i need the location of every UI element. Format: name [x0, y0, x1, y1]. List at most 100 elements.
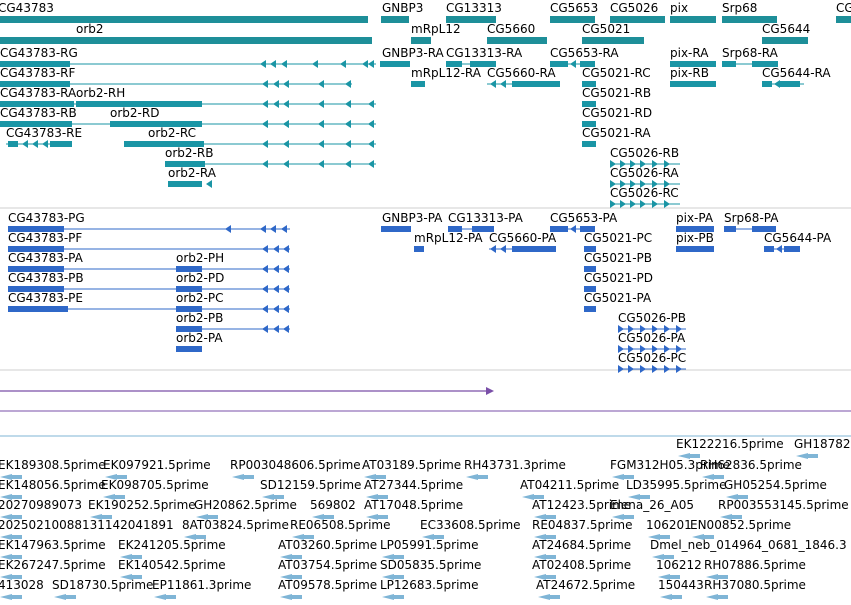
est-dmel-neb-014964-0681-1846-3-arrow[interactable]	[652, 554, 664, 560]
transcript-pix-rb-exon[interactable]	[670, 81, 716, 87]
est-rh43731-3prime-arrow[interactable]	[466, 474, 478, 480]
protein-cg43783-pf-exon[interactable]	[8, 246, 64, 252]
gene-cg5653-exon[interactable]	[550, 16, 595, 23]
est-413028-arrow[interactable]	[0, 594, 12, 600]
est-re04837-5prime-block[interactable]	[546, 535, 556, 539]
est-at09578-5prime-arrow[interactable]	[280, 594, 292, 600]
transcript-cg13313-ra-exon[interactable]	[446, 61, 462, 67]
est-sd12159-5prime-arrow[interactable]	[262, 494, 274, 500]
est-20250210088131142041891-block[interactable]	[12, 535, 22, 539]
protein-cg5021-pc-exon[interactable]	[584, 246, 596, 252]
protein-cg5644-pa-exon[interactable]	[784, 246, 800, 252]
est-at12423-5prime-arrow[interactable]	[534, 514, 546, 520]
est-gh18782-arrow[interactable]	[796, 453, 808, 459]
est-ek098705-5prime-arrow[interactable]	[103, 494, 115, 500]
est-at24672-5prime-block[interactable]	[550, 595, 560, 599]
gene-cg-exon[interactable]	[836, 16, 851, 23]
protein-cg5653-pa-exon[interactable]	[550, 226, 568, 232]
gene-orb2-exon[interactable]	[0, 37, 372, 44]
protein-cg43783-pb-exon[interactable]	[8, 286, 64, 292]
protein-mrpl12-pa-exon[interactable]	[414, 246, 424, 252]
est-ek122216-5prime-arrow[interactable]	[678, 453, 690, 459]
est-ec33608-5prime-block[interactable]	[434, 535, 444, 539]
est-ek098705-5prime-block[interactable]	[115, 495, 125, 499]
est-150443-block[interactable]	[672, 595, 682, 599]
protein-cg5021-pb-exon[interactable]	[584, 266, 596, 272]
est-rp003553145-5prime-arrow[interactable]	[720, 514, 732, 520]
est-at02408-5prime-arrow[interactable]	[534, 574, 546, 580]
est-106212-block[interactable]	[670, 575, 680, 579]
est-20270989073-block[interactable]	[12, 515, 22, 519]
est-ek097921-5prime-block[interactable]	[117, 475, 127, 479]
gene-cg5644-exon[interactable]	[762, 37, 808, 44]
est-rh43731-3prime-block[interactable]	[478, 475, 488, 479]
est-rh07886-5prime-arrow[interactable]	[706, 574, 718, 580]
est-fgm312h05-3prime-arrow[interactable]	[612, 474, 624, 480]
est-at09578-5prime-block[interactable]	[292, 595, 302, 599]
gene-cg5660-exon[interactable]	[487, 37, 547, 44]
transcript-cg43783-rb-exon[interactable]	[0, 121, 72, 127]
transcript-gnbp3-ra-exon[interactable]	[380, 61, 410, 67]
est-ep11861-3prime-arrow[interactable]	[154, 594, 166, 600]
transcript-orb2-ra-exon[interactable]	[168, 181, 202, 187]
est-rh62836-5prime-block[interactable]	[714, 475, 724, 479]
est-ek147963-5prime-block[interactable]	[12, 555, 22, 559]
transcript-mrpl12-ra-exon[interactable]	[411, 81, 425, 87]
protein-cg5644-pa-exon[interactable]	[764, 246, 774, 252]
est-sd18730-5prime-block[interactable]	[66, 595, 76, 599]
est-elena-26-a05-block[interactable]	[624, 515, 634, 519]
est-at27344-5prime-arrow[interactable]	[366, 494, 378, 500]
est-at03189-5prime-block[interactable]	[376, 475, 386, 479]
protein-cg13313-pa-exon[interactable]	[448, 226, 462, 232]
transcript-cg5660-ra-exon[interactable]	[512, 81, 560, 87]
est-fgm312h05-3prime-block[interactable]	[624, 475, 634, 479]
est-elena-26-a05-arrow[interactable]	[612, 514, 624, 520]
est-en00852-5prime-block[interactable]	[704, 535, 714, 539]
gene-cg43783-exon[interactable]	[0, 16, 368, 23]
transcript-orb2-rb-exon[interactable]	[165, 161, 205, 167]
est-gh05254-5prime-block[interactable]	[738, 495, 748, 499]
protein-orb2-pc-exon[interactable]	[176, 306, 202, 312]
est-gh20862-5prime-block[interactable]	[208, 515, 218, 519]
est-re04837-5prime-arrow[interactable]	[534, 534, 546, 540]
gene-cg5021-exon[interactable]	[582, 37, 644, 44]
transcript-cg43783-re-exon[interactable]	[50, 141, 72, 147]
est-106201-arrow[interactable]	[648, 534, 660, 540]
est-150443-arrow[interactable]	[660, 594, 672, 600]
protein-cg5653-pa-exon[interactable]	[580, 226, 595, 232]
est-at04211-5prime-arrow[interactable]	[522, 494, 534, 500]
protein-orb2-pa-exon[interactable]	[176, 346, 202, 352]
est-ek267247-5prime-arrow[interactable]	[0, 574, 12, 580]
est-at03754-5prime-block[interactable]	[292, 575, 302, 579]
est-ek140542-5prime-block[interactable]	[132, 575, 142, 579]
protein-cg5660-pa-exon[interactable]	[512, 246, 556, 252]
transcript-cg43783-rg-exon[interactable]	[0, 61, 70, 67]
est-at24672-5prime-arrow[interactable]	[538, 594, 550, 600]
est-ek189308-5prime-block[interactable]	[12, 475, 22, 479]
gene-cg13313-exon[interactable]	[446, 16, 496, 23]
est-ek148056-5prime-block[interactable]	[12, 495, 22, 499]
est-ep11861-3prime-block[interactable]	[166, 595, 176, 599]
transcript-cg5644-ra-exon[interactable]	[780, 81, 800, 87]
transcript-cg43783-ra-exon[interactable]	[0, 101, 74, 107]
est-ld35995-5prime-block[interactable]	[640, 495, 650, 499]
protein-cg5021-pa-exon[interactable]	[584, 306, 596, 312]
transcript-cg43783-rf-exon[interactable]	[0, 81, 70, 87]
protein-orb2-ph-exon[interactable]	[176, 266, 202, 272]
transcript-orb2-rc-exon[interactable]	[124, 141, 204, 147]
protein-pix-pb-exon[interactable]	[676, 246, 714, 252]
transcript-cg5644-ra-exon[interactable]	[762, 81, 772, 87]
est-at12423-5prime-block[interactable]	[546, 515, 556, 519]
est-at03260-5prime-block[interactable]	[292, 555, 302, 559]
protein-cg43783-pg-exon[interactable]	[8, 226, 64, 232]
est-ek189308-5prime-arrow[interactable]	[0, 474, 12, 480]
transcript-pix-ra-exon[interactable]	[670, 61, 716, 67]
est-ek190252-5prime-block[interactable]	[102, 515, 112, 519]
est-569802-arrow[interactable]	[312, 514, 324, 520]
est-gh20862-5prime-arrow[interactable]	[196, 514, 208, 520]
est-at03189-5prime-arrow[interactable]	[364, 474, 376, 480]
transcript-orb2-rh-exon[interactable]	[76, 101, 202, 107]
est-dmel-neb-014964-0681-1846-3-block[interactable]	[664, 555, 674, 559]
est-8at03824-5prime-block[interactable]	[196, 535, 206, 539]
est-ek241205-5prime-arrow[interactable]	[120, 554, 132, 560]
